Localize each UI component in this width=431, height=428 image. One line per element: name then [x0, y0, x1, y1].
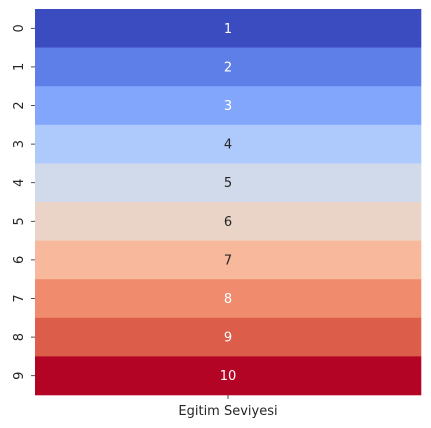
cell-annotation: 5	[224, 176, 232, 191]
cell-annotations: 1 2 3 4 5 6 7 8 9 10	[220, 22, 237, 384]
cell-annotation: 2	[224, 60, 232, 75]
cell-annotation: 10	[220, 369, 237, 384]
cell-annotation: 4	[224, 138, 232, 153]
heatmap-cell	[35, 163, 422, 203]
y-tick-label: 4	[12, 179, 27, 187]
y-tick-label: 6	[12, 256, 27, 264]
y-tick-label: 2	[12, 101, 27, 109]
y-tick-label: 9	[12, 372, 27, 380]
y-tick-label: 8	[12, 333, 27, 341]
heatmap-cells	[35, 9, 422, 396]
cell-annotation: 3	[224, 99, 232, 114]
y-tick-label: 7	[12, 294, 27, 302]
heatmap-cell	[35, 317, 422, 357]
y-tick-label: 1	[12, 63, 27, 71]
heatmap-cell	[35, 356, 422, 396]
heatmap-cell	[35, 240, 422, 280]
heatmap-cell	[35, 279, 422, 319]
heatmap-cell	[35, 202, 422, 241]
cell-annotation: 6	[224, 215, 232, 230]
cell-annotation: 7	[224, 253, 232, 268]
heatmap-cell	[35, 47, 422, 87]
heatmap-cell	[35, 86, 422, 126]
x-tick-label: Egitim Seviyesi	[178, 404, 277, 419]
heatmap-cell	[35, 124, 422, 164]
y-tick-label: 5	[12, 217, 27, 225]
y-tick-label: 0	[12, 24, 27, 32]
x-tick-labels: Egitim Seviyesi	[178, 395, 278, 419]
cell-annotation: 9	[224, 331, 232, 346]
y-tick-label: 3	[12, 140, 27, 148]
cell-annotation: 1	[224, 22, 232, 37]
y-tick-labels: 0 1 2 3 4 5 6 7 8 9	[12, 24, 35, 380]
heatmap-cell	[35, 9, 422, 48]
cell-annotation: 8	[224, 292, 232, 307]
